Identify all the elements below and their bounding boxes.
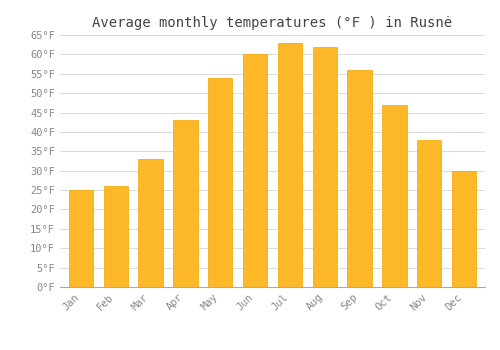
Bar xyxy=(348,70,372,287)
Bar xyxy=(208,78,233,287)
Bar xyxy=(278,43,302,287)
Bar xyxy=(417,140,442,287)
Bar xyxy=(243,54,268,287)
Bar xyxy=(312,47,337,287)
Bar xyxy=(382,105,406,287)
Bar xyxy=(138,159,163,287)
Bar xyxy=(452,171,476,287)
Bar xyxy=(173,120,198,287)
Bar xyxy=(68,190,93,287)
Title: Average monthly temperatures (°F ) in Rusnė: Average monthly temperatures (°F ) in Ru… xyxy=(92,16,452,30)
Bar xyxy=(104,186,128,287)
